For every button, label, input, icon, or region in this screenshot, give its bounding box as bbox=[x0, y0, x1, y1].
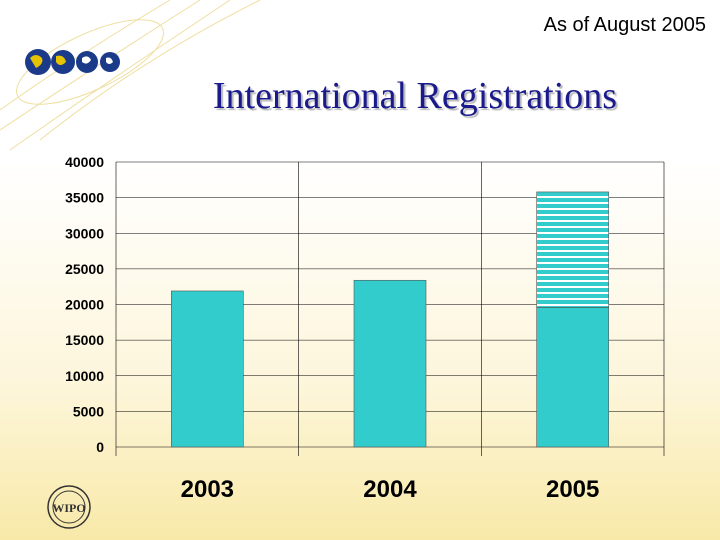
y-tick-label: 35000 bbox=[65, 190, 104, 206]
bar-2004-series-1 bbox=[353, 279, 427, 448]
chart-bars bbox=[171, 191, 609, 448]
x-category-label: 2003 bbox=[181, 476, 234, 503]
slide-title: International Registrations bbox=[212, 75, 618, 117]
y-tick-label: 25000 bbox=[65, 261, 104, 277]
globes-logo-icon bbox=[25, 49, 120, 75]
y-tick-label: 10000 bbox=[65, 368, 104, 384]
x-axis-categories: 2003 2004 2005 bbox=[181, 476, 600, 503]
y-tick-label: 0 bbox=[96, 439, 104, 455]
y-tick-label: 30000 bbox=[65, 225, 104, 241]
bar-2003-series-1 bbox=[171, 290, 244, 448]
bar-2005-series-2 bbox=[536, 191, 609, 308]
y-tick-label: 20000 bbox=[65, 297, 104, 313]
y-tick-label: 5000 bbox=[73, 403, 104, 419]
wipo-seal-icon: WIPO bbox=[47, 485, 91, 529]
seal-text: WIPO bbox=[52, 501, 85, 515]
date-note: As of August 2005 bbox=[543, 14, 706, 36]
y-axis-ticks: 0 5000 10000 15000 20000 25000 30000 35000 40000 bbox=[65, 154, 104, 455]
x-category-label: 2005 bbox=[546, 476, 599, 503]
x-category-label: 2004 bbox=[363, 476, 417, 503]
y-tick-label: 15000 bbox=[65, 332, 104, 348]
bar-2005-series-1 bbox=[536, 307, 609, 448]
y-tick-label: 40000 bbox=[65, 154, 104, 170]
